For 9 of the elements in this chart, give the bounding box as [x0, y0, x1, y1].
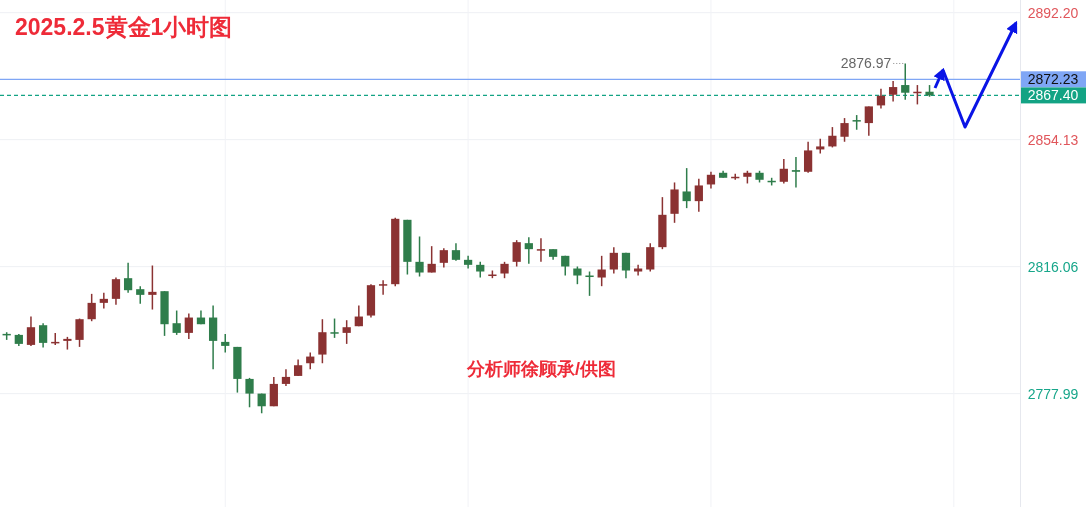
- ref-line-label: 2867.40: [1027, 87, 1079, 104]
- annotation: 2876.97: [840, 55, 892, 72]
- y-tick-label: 2892.20: [1027, 4, 1079, 21]
- text: 2025.2.5黄金1小时图: [15, 14, 233, 40]
- y-tick-label: 2777.99: [1027, 385, 1079, 402]
- y-tick-label: 2816.06: [1027, 258, 1079, 275]
- annotation: 分析师徐顾承/供图: [466, 359, 617, 379]
- ref-line-label: 2872.23: [1027, 71, 1079, 88]
- y-tick-label: 2854.13: [1027, 131, 1079, 148]
